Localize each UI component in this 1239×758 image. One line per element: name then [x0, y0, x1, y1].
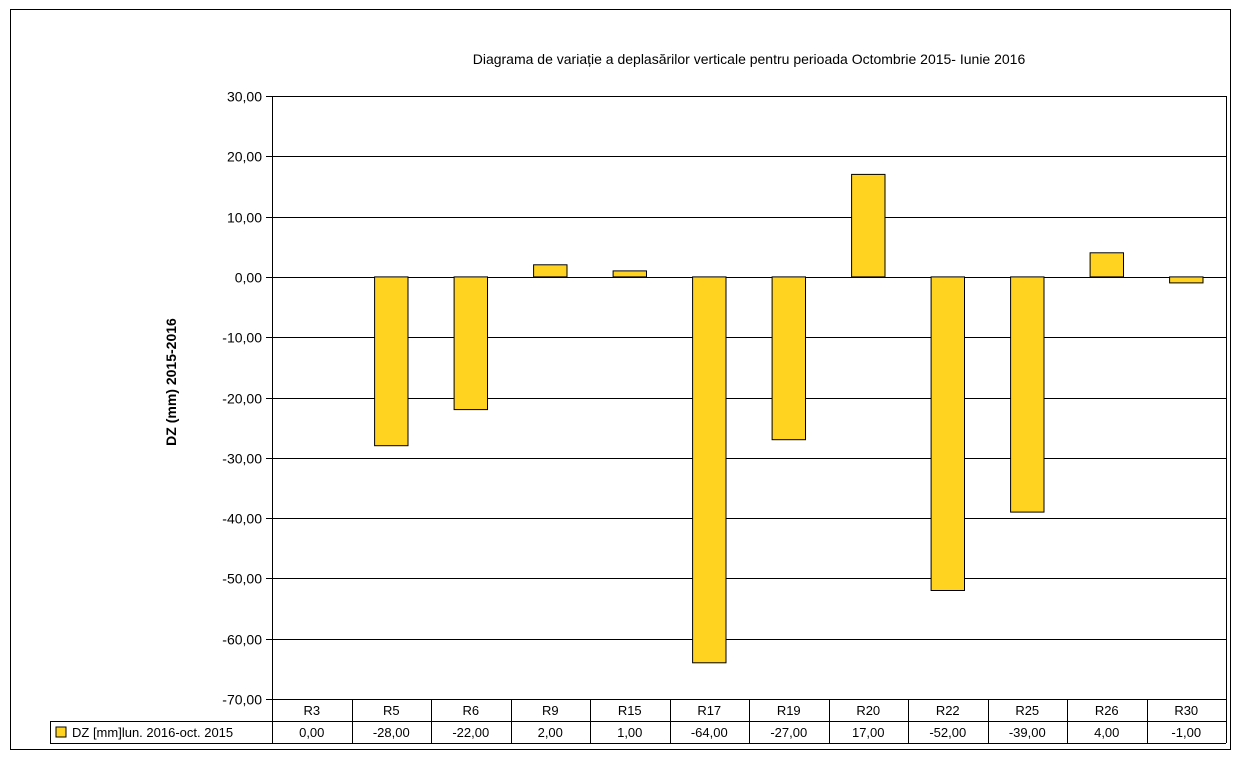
y-tick-label: 30,00: [227, 89, 262, 105]
bar-r22: [930, 276, 965, 591]
bars-layer: [374, 173, 1204, 664]
y-axis-label: DZ (mm) 2015-2016: [163, 318, 179, 446]
category-label: R22: [936, 703, 960, 718]
bar-r26: [1089, 252, 1124, 278]
data-value-label: -1,00: [1171, 725, 1201, 740]
bar-r17: [692, 276, 727, 664]
data-value-label: -39,00: [1009, 725, 1046, 740]
y-tick-label: -40,00: [222, 511, 262, 527]
category-label: R30: [1174, 703, 1198, 718]
bar-r5: [374, 276, 409, 447]
data-value-label: 0,00: [299, 725, 324, 740]
chart-title: Diagrama de variație a deplasărilor vert…: [473, 51, 1026, 67]
y-tick-label: 0,00: [235, 270, 262, 286]
category-label: R17: [697, 703, 721, 718]
data-value-label: 1,00: [617, 725, 642, 740]
legend-series-label: DZ [mm]lun. 2016-oct. 2015: [72, 725, 233, 740]
data-value-label: -52,00: [929, 725, 966, 740]
chart-border: [10, 9, 1231, 750]
category-label: R26: [1095, 703, 1119, 718]
category-label: R9: [542, 703, 559, 718]
category-label: R6: [462, 703, 479, 718]
category-label: R3: [303, 703, 320, 718]
data-value-label: -64,00: [691, 725, 728, 740]
y-tick-label: 20,00: [227, 149, 262, 165]
data-value-label: -28,00: [373, 725, 410, 740]
category-label: R5: [383, 703, 400, 718]
y-tick-label: -10,00: [222, 330, 262, 346]
y-tick-label: -60,00: [222, 632, 262, 648]
y-tick-label: 10,00: [227, 210, 262, 226]
data-table: R3 0,00 R5 -28,00 R6 -22,00 R9 2,00 R15 1,00 R17 -6…: [50, 699, 1227, 744]
y-tick-label: -30,00: [222, 451, 262, 467]
bar-r30: [1169, 276, 1204, 284]
data-value-label: -22,00: [452, 725, 489, 740]
y-tick-label: -50,00: [222, 571, 262, 587]
data-value-label: 2,00: [538, 725, 563, 740]
y-tick-label: -70,00: [222, 692, 262, 708]
legend-swatch: [55, 726, 67, 738]
data-value-label: 17,00: [852, 725, 885, 740]
data-value-label: 4,00: [1094, 725, 1119, 740]
category-label: R15: [618, 703, 642, 718]
category-label: R20: [856, 703, 880, 718]
data-value-label: -27,00: [770, 725, 807, 740]
bar-r19: [771, 276, 806, 441]
bar-r15: [612, 270, 647, 278]
category-label: R19: [777, 703, 801, 718]
bar-r9: [533, 264, 568, 278]
bar-r6: [453, 276, 489, 411]
y-tick-label: -20,00: [222, 391, 262, 407]
category-label: R25: [1015, 703, 1039, 718]
bar-r20: [851, 173, 886, 278]
bar-r25: [1010, 276, 1045, 513]
